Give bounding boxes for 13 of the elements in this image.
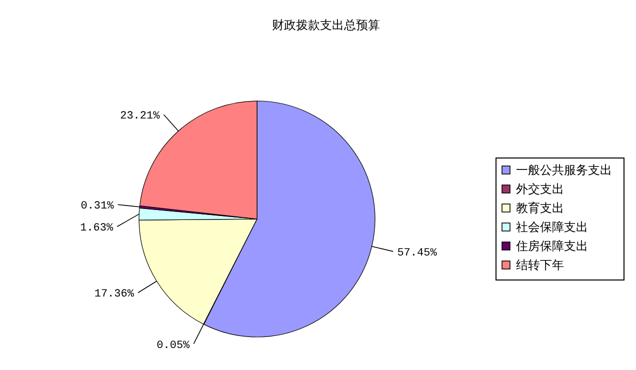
legend-label: 社会保障支出 [516,220,588,235]
legend-label: 结转下年 [516,259,564,273]
data-label: 17.36% [94,288,134,301]
data-label: 23.21% [120,110,160,123]
data-label: 57.45% [397,247,438,260]
chart-title: 财政拨款支出总预算 [272,19,380,33]
legend-label: 一般公共服务支出 [516,164,612,178]
legend-label: 住房保障支出 [515,239,588,254]
legend-label: 外交支出 [516,182,564,197]
data-label: 0.31% [80,200,114,213]
data-label: 1.63% [80,222,114,235]
legend-label: 教育支出 [516,201,564,216]
data-label: 0.05% [156,340,190,352]
